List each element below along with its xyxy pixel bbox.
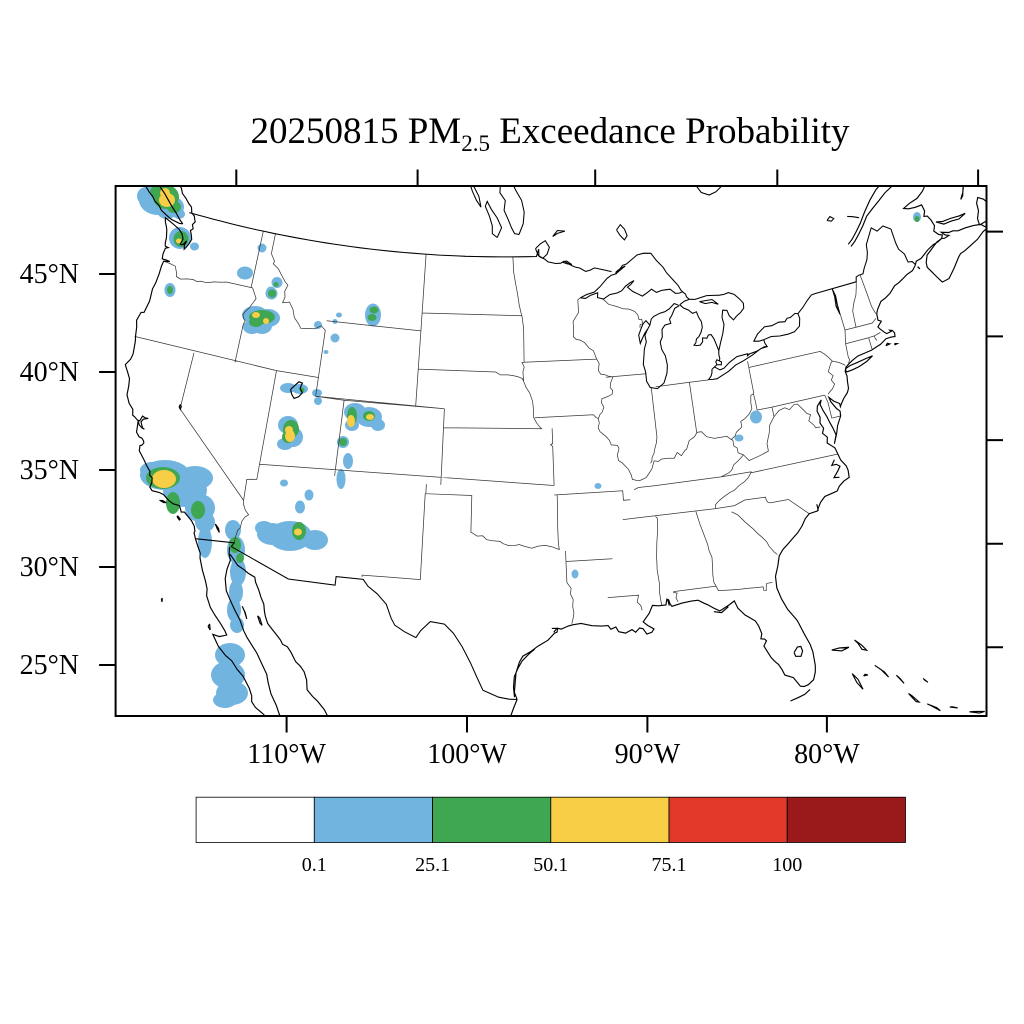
svg-text:0.1: 0.1	[302, 854, 327, 876]
svg-text:90°W: 90°W	[615, 739, 681, 770]
svg-text:45°N: 45°N	[20, 259, 79, 290]
svg-text:25°N: 25°N	[20, 650, 79, 681]
svg-text:40°N: 40°N	[20, 357, 79, 388]
svg-text:35°N: 35°N	[20, 455, 79, 486]
svg-text:100°W: 100°W	[427, 739, 507, 770]
svg-text:50.1: 50.1	[533, 854, 568, 876]
svg-text:80°W: 80°W	[794, 739, 860, 770]
svg-text:30°N: 30°N	[20, 552, 79, 583]
svg-text:20250815 PM2.5 Exceedance Prob: 20250815 PM2.5 Exceedance Probability	[250, 111, 850, 156]
svg-text:110°W: 110°W	[247, 739, 326, 770]
svg-text:100: 100	[772, 854, 802, 876]
svg-text:75.1: 75.1	[652, 854, 687, 876]
svg-text:25.1: 25.1	[415, 854, 450, 876]
